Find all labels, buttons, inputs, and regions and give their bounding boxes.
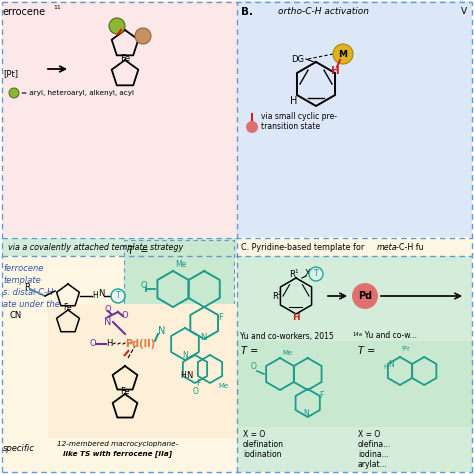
FancyBboxPatch shape bbox=[237, 238, 472, 256]
Text: = aryl, heteroaryl, alkenyl, acyl: = aryl, heteroaryl, alkenyl, acyl bbox=[21, 90, 134, 96]
Text: H: H bbox=[331, 66, 339, 76]
Text: N: N bbox=[158, 326, 166, 336]
Text: DG: DG bbox=[291, 55, 304, 64]
FancyBboxPatch shape bbox=[2, 256, 237, 472]
Text: X = O: X = O bbox=[243, 430, 265, 439]
Text: H: H bbox=[180, 372, 186, 381]
Text: 12-membered macrocyclophane-: 12-membered macrocyclophane- bbox=[57, 441, 179, 447]
Text: Pd: Pd bbox=[358, 291, 372, 301]
Text: like TS with ferrocene [IIa]: like TS with ferrocene [IIa] bbox=[64, 451, 173, 458]
Text: T =: T = bbox=[241, 346, 258, 356]
FancyBboxPatch shape bbox=[237, 1, 472, 237]
Text: T: T bbox=[116, 292, 120, 301]
Text: Fe: Fe bbox=[64, 303, 73, 312]
Text: T =: T = bbox=[358, 346, 375, 356]
Text: ferrocene: ferrocene bbox=[3, 264, 44, 273]
Circle shape bbox=[333, 44, 353, 64]
Text: X: X bbox=[305, 270, 311, 279]
Text: olefina...: olefina... bbox=[358, 440, 391, 449]
Text: specific: specific bbox=[3, 444, 35, 453]
Text: H: H bbox=[92, 291, 98, 300]
Text: O: O bbox=[90, 339, 97, 348]
Text: O: O bbox=[251, 362, 257, 371]
Text: Yu and co-w...: Yu and co-w... bbox=[360, 331, 417, 340]
Text: N: N bbox=[388, 360, 394, 369]
Text: iodination: iodination bbox=[243, 450, 282, 459]
Circle shape bbox=[246, 121, 258, 133]
Circle shape bbox=[135, 28, 151, 44]
Text: N: N bbox=[98, 290, 104, 299]
Text: Fe: Fe bbox=[120, 388, 130, 396]
Text: 14a: 14a bbox=[352, 331, 362, 337]
Text: N: N bbox=[304, 410, 310, 419]
Text: Me: Me bbox=[283, 350, 293, 356]
Text: Me: Me bbox=[218, 383, 228, 389]
Text: R$^2$: R$^2$ bbox=[272, 290, 283, 302]
Text: B.: B. bbox=[241, 7, 253, 17]
Text: N: N bbox=[186, 372, 192, 381]
Text: Yu and co-workers, 2015: Yu and co-workers, 2015 bbox=[240, 331, 334, 340]
Text: T: T bbox=[314, 270, 319, 279]
Text: X = O: X = O bbox=[358, 430, 380, 439]
Text: H: H bbox=[106, 339, 112, 348]
Text: H: H bbox=[290, 96, 298, 106]
Text: $^i$Pr: $^i$Pr bbox=[401, 344, 411, 355]
Circle shape bbox=[352, 283, 378, 309]
Circle shape bbox=[111, 289, 125, 303]
Text: [Pt]: [Pt] bbox=[3, 70, 18, 79]
Text: F: F bbox=[319, 391, 324, 400]
Text: CN: CN bbox=[10, 311, 22, 320]
Text: 11: 11 bbox=[53, 5, 61, 10]
Text: O: O bbox=[141, 282, 147, 291]
Text: via small cyclic pre-: via small cyclic pre- bbox=[261, 111, 337, 120]
FancyBboxPatch shape bbox=[48, 304, 237, 438]
FancyBboxPatch shape bbox=[237, 256, 472, 472]
Text: N: N bbox=[200, 332, 207, 341]
Circle shape bbox=[9, 88, 19, 98]
Text: ortho-C-H activation: ortho-C-H activation bbox=[278, 7, 369, 16]
FancyBboxPatch shape bbox=[2, 1, 237, 237]
Text: Pd(II): Pd(II) bbox=[125, 339, 155, 349]
Text: Me: Me bbox=[175, 260, 187, 269]
Text: errocene: errocene bbox=[3, 7, 46, 17]
Text: H: H bbox=[383, 364, 388, 370]
Text: olefination: olefination bbox=[243, 440, 284, 449]
Text: V: V bbox=[461, 7, 467, 16]
Text: -C-H fu: -C-H fu bbox=[396, 243, 424, 252]
Text: O: O bbox=[105, 304, 111, 313]
FancyBboxPatch shape bbox=[124, 240, 234, 350]
Text: O: O bbox=[193, 386, 199, 395]
Circle shape bbox=[309, 267, 323, 281]
Text: R$^1$: R$^1$ bbox=[289, 268, 300, 280]
Text: H: H bbox=[292, 312, 300, 321]
Text: arylat...: arylat... bbox=[358, 460, 388, 469]
Text: O: O bbox=[122, 311, 128, 320]
Text: ate under the: ate under the bbox=[3, 300, 60, 309]
FancyBboxPatch shape bbox=[354, 341, 473, 427]
Text: via a covalently attached template strategy: via a covalently attached template strat… bbox=[8, 243, 183, 252]
Text: meta: meta bbox=[377, 243, 398, 252]
Text: iodina...: iodina... bbox=[358, 450, 389, 459]
Text: s. distal C-H: s. distal C-H bbox=[3, 288, 53, 297]
Text: N: N bbox=[104, 317, 112, 327]
Text: transition state: transition state bbox=[261, 121, 320, 130]
Text: C. Pyridine-based template for: C. Pyridine-based template for bbox=[241, 243, 367, 252]
Text: N: N bbox=[182, 352, 188, 361]
FancyBboxPatch shape bbox=[237, 341, 354, 427]
Text: F: F bbox=[196, 379, 201, 388]
Text: F: F bbox=[218, 312, 223, 321]
Text: R: R bbox=[24, 283, 30, 292]
FancyBboxPatch shape bbox=[2, 238, 237, 256]
Text: template: template bbox=[3, 276, 41, 285]
Text: Fe: Fe bbox=[120, 54, 130, 63]
Text: M: M bbox=[338, 49, 347, 58]
Circle shape bbox=[109, 18, 125, 34]
Text: T  =: T = bbox=[128, 246, 148, 256]
